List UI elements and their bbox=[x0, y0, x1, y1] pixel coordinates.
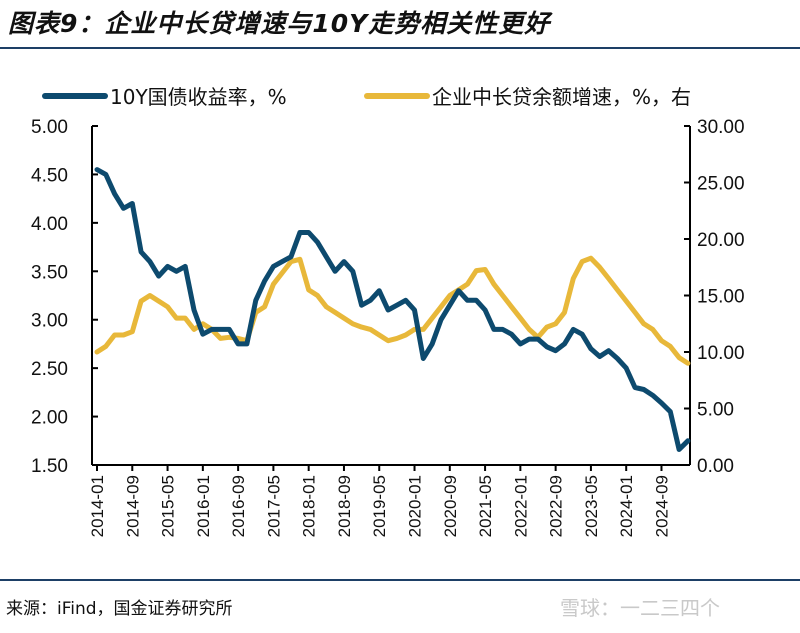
x-tick-label: 2022-09 bbox=[547, 475, 566, 537]
legend-label-10y-yield: 10Y国债收益率，% bbox=[110, 85, 287, 109]
legend-label-corp-loan-growth: 企业中长贷余额增速，%，右 bbox=[432, 85, 691, 109]
x-tick-label: 2018-09 bbox=[335, 475, 354, 537]
right-tick-label: 5.00 bbox=[697, 400, 734, 421]
x-tick-label: 2024-01 bbox=[617, 475, 636, 537]
left-tick-label: 3.50 bbox=[31, 262, 68, 283]
x-tick-label: 2020-01 bbox=[406, 475, 425, 537]
x-tick-label: 2019-05 bbox=[370, 475, 389, 537]
x-tick-label: 2016-09 bbox=[229, 475, 248, 537]
x-tick-label: 2014-01 bbox=[88, 475, 107, 537]
series-line-corp-loan-growth bbox=[94, 255, 691, 366]
x-tick-label: 2021-05 bbox=[476, 475, 495, 537]
x-tick-label: 2024-09 bbox=[652, 475, 671, 537]
series-line-10y-yield bbox=[94, 167, 691, 452]
x-tick-label: 2015-05 bbox=[159, 475, 178, 537]
x-tick-label: 2017-05 bbox=[264, 475, 283, 537]
left-tick-label: 3.00 bbox=[31, 311, 68, 332]
left-tick-label: 1.50 bbox=[31, 456, 68, 477]
x-tick-label: 2020-09 bbox=[441, 475, 460, 537]
x-tick-label: 2014-09 bbox=[123, 475, 142, 537]
left-tick-label: 5.00 bbox=[31, 117, 68, 138]
right-tick-label: 20.00 bbox=[697, 230, 745, 251]
source-note: 来源：iFind，国金证券研究所 bbox=[6, 599, 233, 619]
right-tick-label: 30.00 bbox=[697, 117, 745, 138]
x-tick-label: 2016-01 bbox=[194, 475, 213, 537]
left-tick-label: 2.50 bbox=[31, 359, 68, 380]
right-tick-label: 25.00 bbox=[697, 174, 745, 195]
watermark: 雪球：一二三四个 bbox=[560, 596, 720, 620]
right-tick-label: 15.00 bbox=[697, 287, 745, 308]
bottom-rule bbox=[0, 579, 800, 581]
top-rule bbox=[0, 47, 800, 49]
right-tick-label: 10.00 bbox=[697, 343, 745, 364]
x-tick-label: 2022-01 bbox=[511, 475, 530, 537]
left-tick-label: 2.00 bbox=[31, 408, 68, 429]
left-tick-label: 4.00 bbox=[31, 214, 68, 235]
chart-title: 图表9：企业中长贷增速与10Y走势相关性更好 bbox=[8, 9, 551, 38]
right-tick-label: 0.00 bbox=[697, 456, 734, 477]
x-tick-label: 2018-01 bbox=[300, 475, 319, 537]
x-tick-label: 2023-05 bbox=[582, 475, 601, 537]
left-tick-label: 4.50 bbox=[31, 165, 68, 186]
